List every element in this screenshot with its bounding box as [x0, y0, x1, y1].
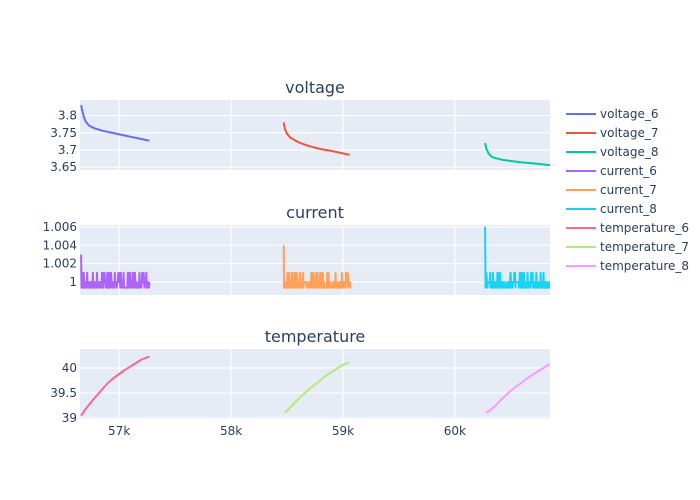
legend-item-voltage_6[interactable]: voltage_6: [566, 107, 658, 121]
legend-item-temperature_8[interactable]: temperature_8: [566, 259, 689, 273]
y-tick-label: 40: [62, 361, 77, 375]
y-tick-label: 39.5: [50, 386, 77, 400]
legend-label: temperature_6: [600, 221, 689, 235]
subplot-title: current: [286, 203, 344, 222]
legend-item-current_7[interactable]: current_7: [566, 183, 657, 197]
legend-label: current_8: [600, 202, 657, 216]
legend-item-current_8[interactable]: current_8: [566, 202, 657, 216]
series-line-voltage_6: [80, 104, 150, 142]
plot-background: [80, 100, 550, 170]
series-line-current_6: [80, 254, 151, 289]
legend-item-temperature_6[interactable]: temperature_6: [566, 221, 689, 235]
legend-label: voltage_8: [600, 145, 658, 159]
series-line-current_7: [282, 245, 352, 289]
series-line-voltage_8: [484, 142, 550, 167]
series-group: [80, 226, 550, 289]
x-tick-label: 57k: [108, 424, 130, 438]
legend-label: temperature_7: [600, 240, 689, 254]
subplot-title: temperature: [265, 327, 366, 346]
y-tick-label: 39: [62, 411, 77, 425]
series-line-temperature_8: [485, 363, 550, 414]
series-group: [80, 355, 550, 417]
legend-label: voltage_7: [600, 126, 658, 140]
x-tick-label: 60k: [444, 424, 466, 438]
legend-label: current_6: [600, 164, 657, 178]
series-line-temperature_6: [80, 355, 150, 417]
subplot-voltage: 3.65 3.7 3.75 3.8 voltage: [50, 78, 550, 174]
series-group: [80, 104, 550, 167]
subplot-current: 1 1.002 1.004 1.006 current: [43, 203, 550, 295]
legend[interactable]: voltage_6 voltage_7 voltage_8 current_6curr…: [566, 107, 689, 273]
series-line-temperature_7: [284, 361, 351, 414]
series-line-current_8: [484, 226, 550, 289]
y-tick-label: 3.7: [58, 143, 77, 157]
legend-item-voltage_7[interactable]: voltage_7: [566, 126, 658, 140]
y-tick-label: 3.65: [50, 160, 77, 174]
x-tick-label: 59k: [332, 424, 354, 438]
x-tick-label: 58k: [220, 424, 242, 438]
legend-label: temperature_8: [600, 259, 689, 273]
legend-label: voltage_6: [600, 107, 658, 121]
subplot-title: voltage: [285, 78, 345, 97]
legend-item-voltage_8[interactable]: voltage_8: [566, 145, 658, 159]
legend-item-current_6[interactable]: current_6: [566, 164, 657, 178]
y-tick-label: 1: [69, 275, 77, 289]
y-tick-label: 1.002: [43, 257, 77, 271]
series-line-voltage_7: [282, 122, 350, 156]
legend-label: current_7: [600, 183, 657, 197]
y-tick-label: 3.8: [58, 109, 77, 123]
y-tick-label: 1.006: [43, 220, 77, 234]
legend-item-temperature_7[interactable]: temperature_7: [566, 240, 689, 254]
y-tick-label: 1.004: [43, 238, 77, 252]
y-tick-label: 3.75: [50, 126, 77, 140]
subplot-temperature: 39 39.5 40 temperature: [50, 327, 550, 425]
